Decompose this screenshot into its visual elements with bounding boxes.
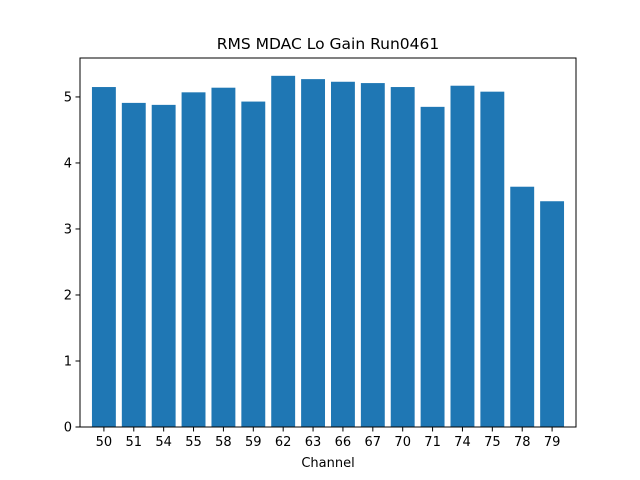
bar-channel-62 xyxy=(271,75,296,427)
y-tick-label: 3 xyxy=(64,222,72,237)
x-tick-label: 66 xyxy=(335,435,352,450)
x-tick-label: 78 xyxy=(514,435,531,450)
plot-frame xyxy=(79,57,577,428)
bar-channel-70 xyxy=(390,87,415,427)
bar-channel-63 xyxy=(301,79,326,428)
bars-group xyxy=(91,75,565,428)
x-tick-label: 55 xyxy=(185,435,202,450)
bar-channel-55 xyxy=(181,92,206,427)
bar-channel-71 xyxy=(420,106,445,427)
bar-channel-50 xyxy=(91,87,116,427)
x-tick-label: 79 xyxy=(544,435,561,450)
bar-channel-59 xyxy=(241,101,266,427)
y-axis: 0 1 2 3 4 5 xyxy=(64,90,80,436)
x-tick-label: 67 xyxy=(365,435,382,450)
bar-channel-54 xyxy=(151,104,176,428)
bar-channel-67 xyxy=(360,83,385,427)
bar-channel-51 xyxy=(121,102,146,427)
x-tick-label: 62 xyxy=(275,435,292,450)
y-tick-label: 2 xyxy=(64,288,72,303)
x-tick-label: 74 xyxy=(454,435,471,450)
x-tick-label: 63 xyxy=(305,435,322,450)
bar-channel-75 xyxy=(480,91,505,428)
bar-channel-58 xyxy=(211,87,236,427)
bar-channel-66 xyxy=(330,81,355,427)
x-tick-label: 71 xyxy=(424,435,441,450)
x-tick-label: 58 xyxy=(215,435,232,450)
y-tick-label: 4 xyxy=(64,156,72,171)
x-tick-label: 51 xyxy=(126,435,143,450)
x-tick-label: 50 xyxy=(96,435,113,450)
x-axis-label: Channel xyxy=(301,456,354,471)
y-tick-label: 0 xyxy=(64,421,72,436)
x-tick-label: 54 xyxy=(155,435,172,450)
chart-title: RMS MDAC Lo Gain Run0461 xyxy=(217,35,440,53)
y-tick-label: 1 xyxy=(64,354,72,369)
y-tick-label: 5 xyxy=(64,90,72,105)
x-tick-label: 75 xyxy=(484,435,501,450)
x-axis: 50 51 54 55 58 59 62 63 66 67 70 71 74 75 78 79 xyxy=(96,427,561,450)
bar-channel-79 xyxy=(540,201,565,427)
x-tick-label: 70 xyxy=(394,435,411,450)
bar-channel-74 xyxy=(450,85,475,427)
bar-channel-78 xyxy=(510,186,535,427)
x-tick-label: 59 xyxy=(245,435,262,450)
